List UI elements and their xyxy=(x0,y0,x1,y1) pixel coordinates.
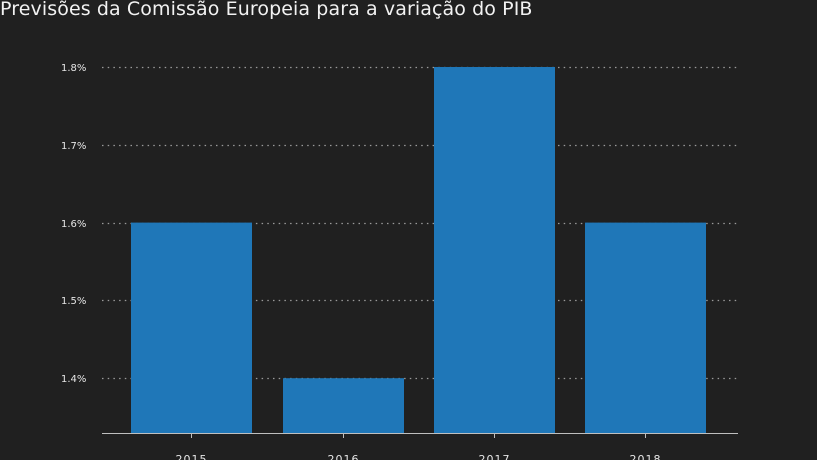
bar xyxy=(131,222,252,433)
x-tick-label: 2017 xyxy=(479,453,511,460)
x-tick-label: 2015 xyxy=(176,453,208,460)
y-tick-label: 1.4% xyxy=(61,374,86,385)
x-axis-ticks: 2015 2016 2017 2018 xyxy=(176,433,662,460)
y-axis-tick-labels: 1.8% 1.7% 1.6% 1.5% 1.4% xyxy=(61,63,86,385)
bar xyxy=(585,222,706,433)
bars xyxy=(131,67,706,433)
y-tick-label: 1.8% xyxy=(61,63,86,74)
bar xyxy=(283,378,404,433)
y-tick-label: 1.6% xyxy=(61,219,86,230)
chart-title: Previsões da Comissão Europeia para a va… xyxy=(0,0,533,20)
x-tick-label: 2016 xyxy=(328,453,360,460)
y-tick-label: 1.5% xyxy=(61,296,86,307)
bar xyxy=(434,67,555,433)
x-tick-label: 2018 xyxy=(630,453,662,460)
y-tick-label: 1.7% xyxy=(61,141,86,152)
